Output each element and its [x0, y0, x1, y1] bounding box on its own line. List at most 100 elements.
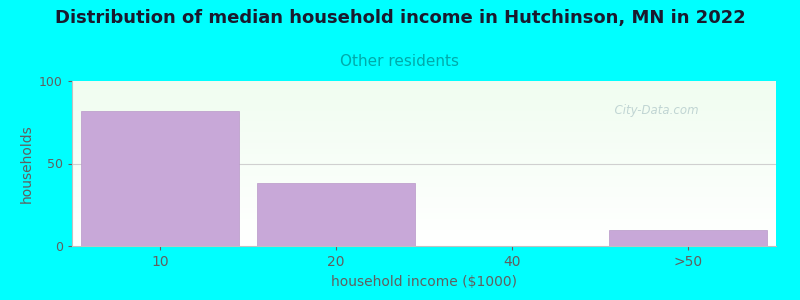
Bar — [72, 101, 776, 102]
Bar — [72, 111, 776, 112]
Bar — [72, 91, 776, 92]
Bar — [72, 103, 776, 104]
Bar — [72, 113, 776, 114]
Text: Other residents: Other residents — [341, 54, 459, 69]
Bar — [72, 143, 776, 144]
Bar — [72, 231, 776, 232]
Bar — [72, 121, 776, 122]
Bar — [72, 233, 776, 234]
Bar — [72, 216, 776, 217]
Bar — [72, 166, 776, 167]
Bar — [72, 104, 776, 105]
Bar — [72, 210, 776, 211]
Bar — [72, 217, 776, 218]
Bar — [72, 83, 776, 84]
Bar — [72, 149, 776, 150]
Bar — [72, 163, 776, 164]
Bar — [72, 187, 776, 188]
Bar — [72, 178, 776, 179]
Bar — [72, 206, 776, 207]
Bar — [72, 224, 776, 225]
Bar — [72, 200, 776, 201]
Bar — [72, 130, 776, 131]
Bar — [72, 174, 776, 175]
Bar — [72, 153, 776, 154]
Bar — [72, 244, 776, 245]
Bar — [72, 160, 776, 161]
Bar — [72, 196, 776, 197]
Bar — [72, 245, 776, 246]
Bar — [72, 89, 776, 90]
Bar — [72, 222, 776, 223]
Bar — [72, 180, 776, 181]
Bar — [72, 106, 776, 107]
Bar — [72, 215, 776, 216]
Bar — [72, 189, 776, 190]
Bar — [72, 197, 776, 198]
Bar — [72, 123, 776, 124]
Bar — [72, 199, 776, 200]
Bar — [72, 237, 776, 238]
Text: Distribution of median household income in Hutchinson, MN in 2022: Distribution of median household income … — [54, 9, 746, 27]
Bar — [72, 220, 776, 221]
Bar — [72, 147, 776, 148]
Bar — [72, 135, 776, 136]
Bar — [72, 211, 776, 212]
Bar — [72, 218, 776, 219]
Bar — [72, 107, 776, 108]
Bar — [72, 204, 776, 205]
Bar — [72, 152, 776, 153]
Bar — [609, 230, 767, 246]
Bar — [72, 133, 776, 134]
Bar — [72, 112, 776, 113]
Bar — [72, 108, 776, 109]
Bar — [72, 179, 776, 180]
Bar — [72, 129, 776, 130]
Bar — [72, 182, 776, 183]
Bar — [72, 228, 776, 229]
X-axis label: household income ($1000): household income ($1000) — [331, 274, 517, 289]
Bar — [72, 115, 776, 116]
Bar — [72, 116, 776, 117]
Bar — [72, 230, 776, 231]
Bar — [72, 156, 776, 157]
Bar — [72, 168, 776, 169]
Bar — [72, 93, 776, 94]
Bar — [72, 170, 776, 171]
Bar — [72, 214, 776, 215]
Bar — [72, 235, 776, 236]
Bar — [72, 118, 776, 119]
Bar — [72, 105, 776, 106]
Bar — [72, 165, 776, 166]
Bar — [72, 225, 776, 226]
Bar — [72, 177, 776, 178]
Bar — [72, 137, 776, 138]
Bar — [72, 191, 776, 192]
Bar — [72, 84, 776, 85]
Bar — [72, 202, 776, 203]
Bar — [72, 223, 776, 224]
Bar — [72, 96, 776, 97]
Bar — [72, 175, 776, 176]
Bar — [72, 88, 776, 89]
Bar — [72, 212, 776, 213]
Bar — [72, 124, 776, 125]
Bar — [72, 201, 776, 202]
Bar — [72, 243, 776, 244]
Bar — [72, 238, 776, 239]
Bar — [72, 159, 776, 160]
Bar — [72, 141, 776, 142]
Bar — [72, 120, 776, 121]
Bar — [72, 194, 776, 195]
Bar — [72, 99, 776, 100]
Bar — [72, 102, 776, 103]
Bar — [72, 162, 776, 163]
Bar — [72, 239, 776, 240]
Y-axis label: households: households — [19, 124, 34, 203]
Bar — [72, 195, 776, 196]
Bar — [72, 167, 776, 168]
Bar — [72, 128, 776, 129]
Bar — [72, 98, 776, 99]
Bar — [72, 172, 776, 173]
Bar — [72, 169, 776, 170]
